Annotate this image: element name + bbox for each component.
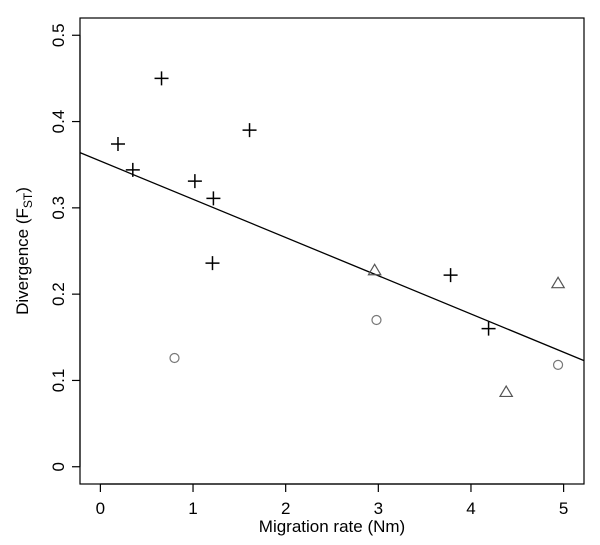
y-axis-title-main: Divergence (F [13,208,32,315]
x-tick-label: 2 [281,499,290,518]
data-point-triangle [550,276,566,289]
x-tick-label: 5 [559,499,568,518]
y-axis-title-subscript: ST [21,192,35,208]
y-tick-label: 0.3 [49,196,68,220]
y-axis-title: Divergence (FST) [13,187,35,315]
x-tick-label: 3 [374,499,383,518]
x-tick-label: 1 [188,499,197,518]
data-point-circle [371,314,382,326]
data-point-triangle [498,384,514,398]
data-point-plus [205,256,220,271]
x-axis-title: Migration rate (Nm) [259,517,405,536]
y-tick-label: 0.2 [49,282,68,306]
data-point-plus [125,162,140,177]
plot-frame [79,17,585,485]
data-point-circle [169,352,180,364]
data-point-triangle [367,263,382,276]
data-point-plus [154,71,169,86]
y-tick-label: 0.4 [49,110,68,134]
axes: 0 1 2 3 4 5 0 0.1 0.2 0.3 0.4 0.5 [49,23,568,518]
y-tick-label: 0.1 [49,369,68,393]
regression-line [79,152,585,362]
x-tick-label: 0 [96,499,105,518]
data-point-plus [187,174,202,189]
data-point-plus [110,136,125,151]
y-tick-label: 0.5 [49,23,68,47]
x-tick-label: 4 [466,499,475,518]
y-axis-title-close: ) [13,187,32,193]
data-point-plus [481,321,496,336]
data-point-plus [443,268,458,283]
data-point-plus [206,191,221,206]
data-point-plus [242,123,257,138]
data-point-circle [552,359,564,371]
data-points [110,71,566,398]
y-tick-label: 0 [49,462,68,471]
